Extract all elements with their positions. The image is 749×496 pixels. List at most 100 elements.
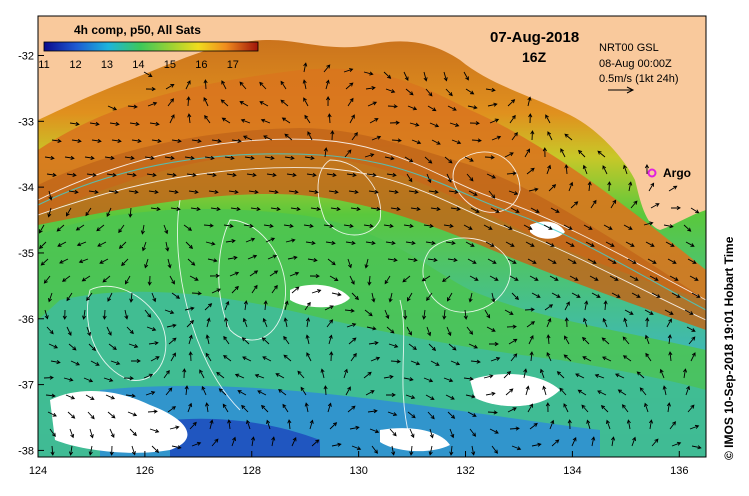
current-arrow-icon xyxy=(445,394,455,400)
current-arrow-icon xyxy=(70,360,81,366)
current-arrow-icon xyxy=(465,241,475,247)
current-arrow-icon xyxy=(107,411,116,419)
current-arrow-icon xyxy=(603,300,608,311)
current-arrow-icon xyxy=(528,187,539,192)
current-arrow-icon xyxy=(388,343,399,348)
current-arrow-icon xyxy=(406,326,412,336)
current-arrow-icon xyxy=(284,155,295,160)
current-arrow-icon xyxy=(51,138,62,143)
current-arrow-icon xyxy=(48,292,53,303)
current-arrow-icon xyxy=(410,206,421,211)
current-arrow-icon xyxy=(491,445,499,454)
current-arrow-icon xyxy=(304,402,309,413)
current-arrow-icon xyxy=(234,373,245,379)
current-arrow-icon xyxy=(346,323,357,328)
current-arrow-icon xyxy=(289,271,300,277)
current-arrow-icon xyxy=(286,172,297,177)
current-arrow-icon xyxy=(525,385,530,396)
current-arrow-icon xyxy=(685,385,691,396)
current-arrow-icon xyxy=(470,359,481,364)
current-arrow-icon xyxy=(684,309,694,315)
current-arrow-icon xyxy=(271,284,278,294)
current-arrow-icon xyxy=(487,102,498,107)
current-arrow-icon xyxy=(148,341,159,346)
current-arrow-icon xyxy=(602,356,612,362)
current-arrow-icon xyxy=(668,351,673,362)
current-arrow-icon xyxy=(428,189,439,194)
current-arrow-icon xyxy=(578,149,586,158)
current-arrow-icon xyxy=(324,305,334,311)
current-arrow-icon xyxy=(347,405,356,413)
current-arrow-icon xyxy=(259,101,269,107)
current-arrow-icon xyxy=(261,337,270,345)
current-arrow-icon xyxy=(527,403,533,413)
current-arrow-icon xyxy=(149,121,160,126)
current-arrow-icon xyxy=(88,445,93,456)
current-arrow-icon xyxy=(107,292,113,302)
currents-product: NRT00 GSL xyxy=(599,42,659,54)
current-arrow-icon xyxy=(88,343,97,352)
colorbar-tick-label: 14 xyxy=(132,59,144,71)
current-arrow-icon xyxy=(446,326,452,337)
current-arrow-icon xyxy=(430,206,441,211)
x-tick-label: 132 xyxy=(456,465,474,477)
current-arrow-icon xyxy=(605,241,615,247)
current-arrow-icon xyxy=(405,240,416,245)
current-arrow-icon xyxy=(617,389,627,396)
current-arrow-icon xyxy=(449,122,460,127)
current-arrow-icon xyxy=(127,411,138,417)
current-arrow-icon xyxy=(144,155,155,160)
current-arrow-icon xyxy=(123,376,134,381)
current-arrow-icon xyxy=(594,373,605,379)
current-arrow-icon xyxy=(365,390,375,396)
current-arrow-icon xyxy=(422,309,427,320)
current-arrow-icon xyxy=(667,334,672,345)
current-arrow-icon xyxy=(86,326,92,337)
current-arrow-icon xyxy=(143,71,153,77)
current-arrow-icon xyxy=(563,403,569,413)
current-arrow-icon xyxy=(581,404,589,413)
current-arrow-icon xyxy=(209,419,214,430)
current-arrow-icon xyxy=(171,138,182,143)
current-arrow-icon xyxy=(542,385,547,396)
current-arrow-icon xyxy=(685,241,695,247)
current-arrow-icon xyxy=(624,309,634,315)
current-arrow-icon xyxy=(231,138,242,143)
current-arrow-icon xyxy=(411,139,422,145)
current-arrow-icon xyxy=(607,258,617,264)
current-arrow-icon xyxy=(305,240,316,245)
current-arrow-icon xyxy=(57,241,67,247)
current-arrow-icon xyxy=(323,223,334,228)
current-arrow-icon xyxy=(351,131,358,141)
current-arrow-icon xyxy=(75,224,85,231)
current-arrow-icon xyxy=(226,172,237,177)
current-arrow-icon xyxy=(636,371,645,379)
current-arrow-icon xyxy=(428,445,433,456)
current-arrow-icon xyxy=(545,114,551,124)
current-arrow-icon xyxy=(329,275,339,282)
current-arrow-icon xyxy=(447,257,458,262)
current-arrow-icon xyxy=(511,292,519,301)
current-arrow-icon xyxy=(504,309,514,315)
current-arrow-icon xyxy=(126,326,134,335)
current-arrow-icon xyxy=(370,356,381,362)
current-arrow-icon xyxy=(631,436,637,447)
current-arrow-icon xyxy=(131,138,142,143)
current-arrow-icon xyxy=(523,224,533,230)
current-arrow-icon xyxy=(463,71,469,81)
current-arrow-icon xyxy=(241,337,250,345)
current-arrow-icon xyxy=(247,254,258,260)
current-arrow-icon xyxy=(639,387,647,396)
current-arrow-icon xyxy=(486,173,496,179)
current-arrow-icon xyxy=(600,405,609,413)
current-arrow-icon xyxy=(484,309,491,319)
current-arrow-icon xyxy=(659,368,665,379)
current-arrow-icon xyxy=(50,445,55,456)
current-arrow-icon xyxy=(188,351,193,362)
current-arrow-icon xyxy=(503,224,513,230)
current-arrow-icon xyxy=(264,155,275,160)
current-arrow-icon xyxy=(610,436,616,447)
y-tick-label: -33 xyxy=(18,116,34,128)
current-arrow-icon xyxy=(263,223,274,228)
current-arrow-icon xyxy=(47,411,57,417)
